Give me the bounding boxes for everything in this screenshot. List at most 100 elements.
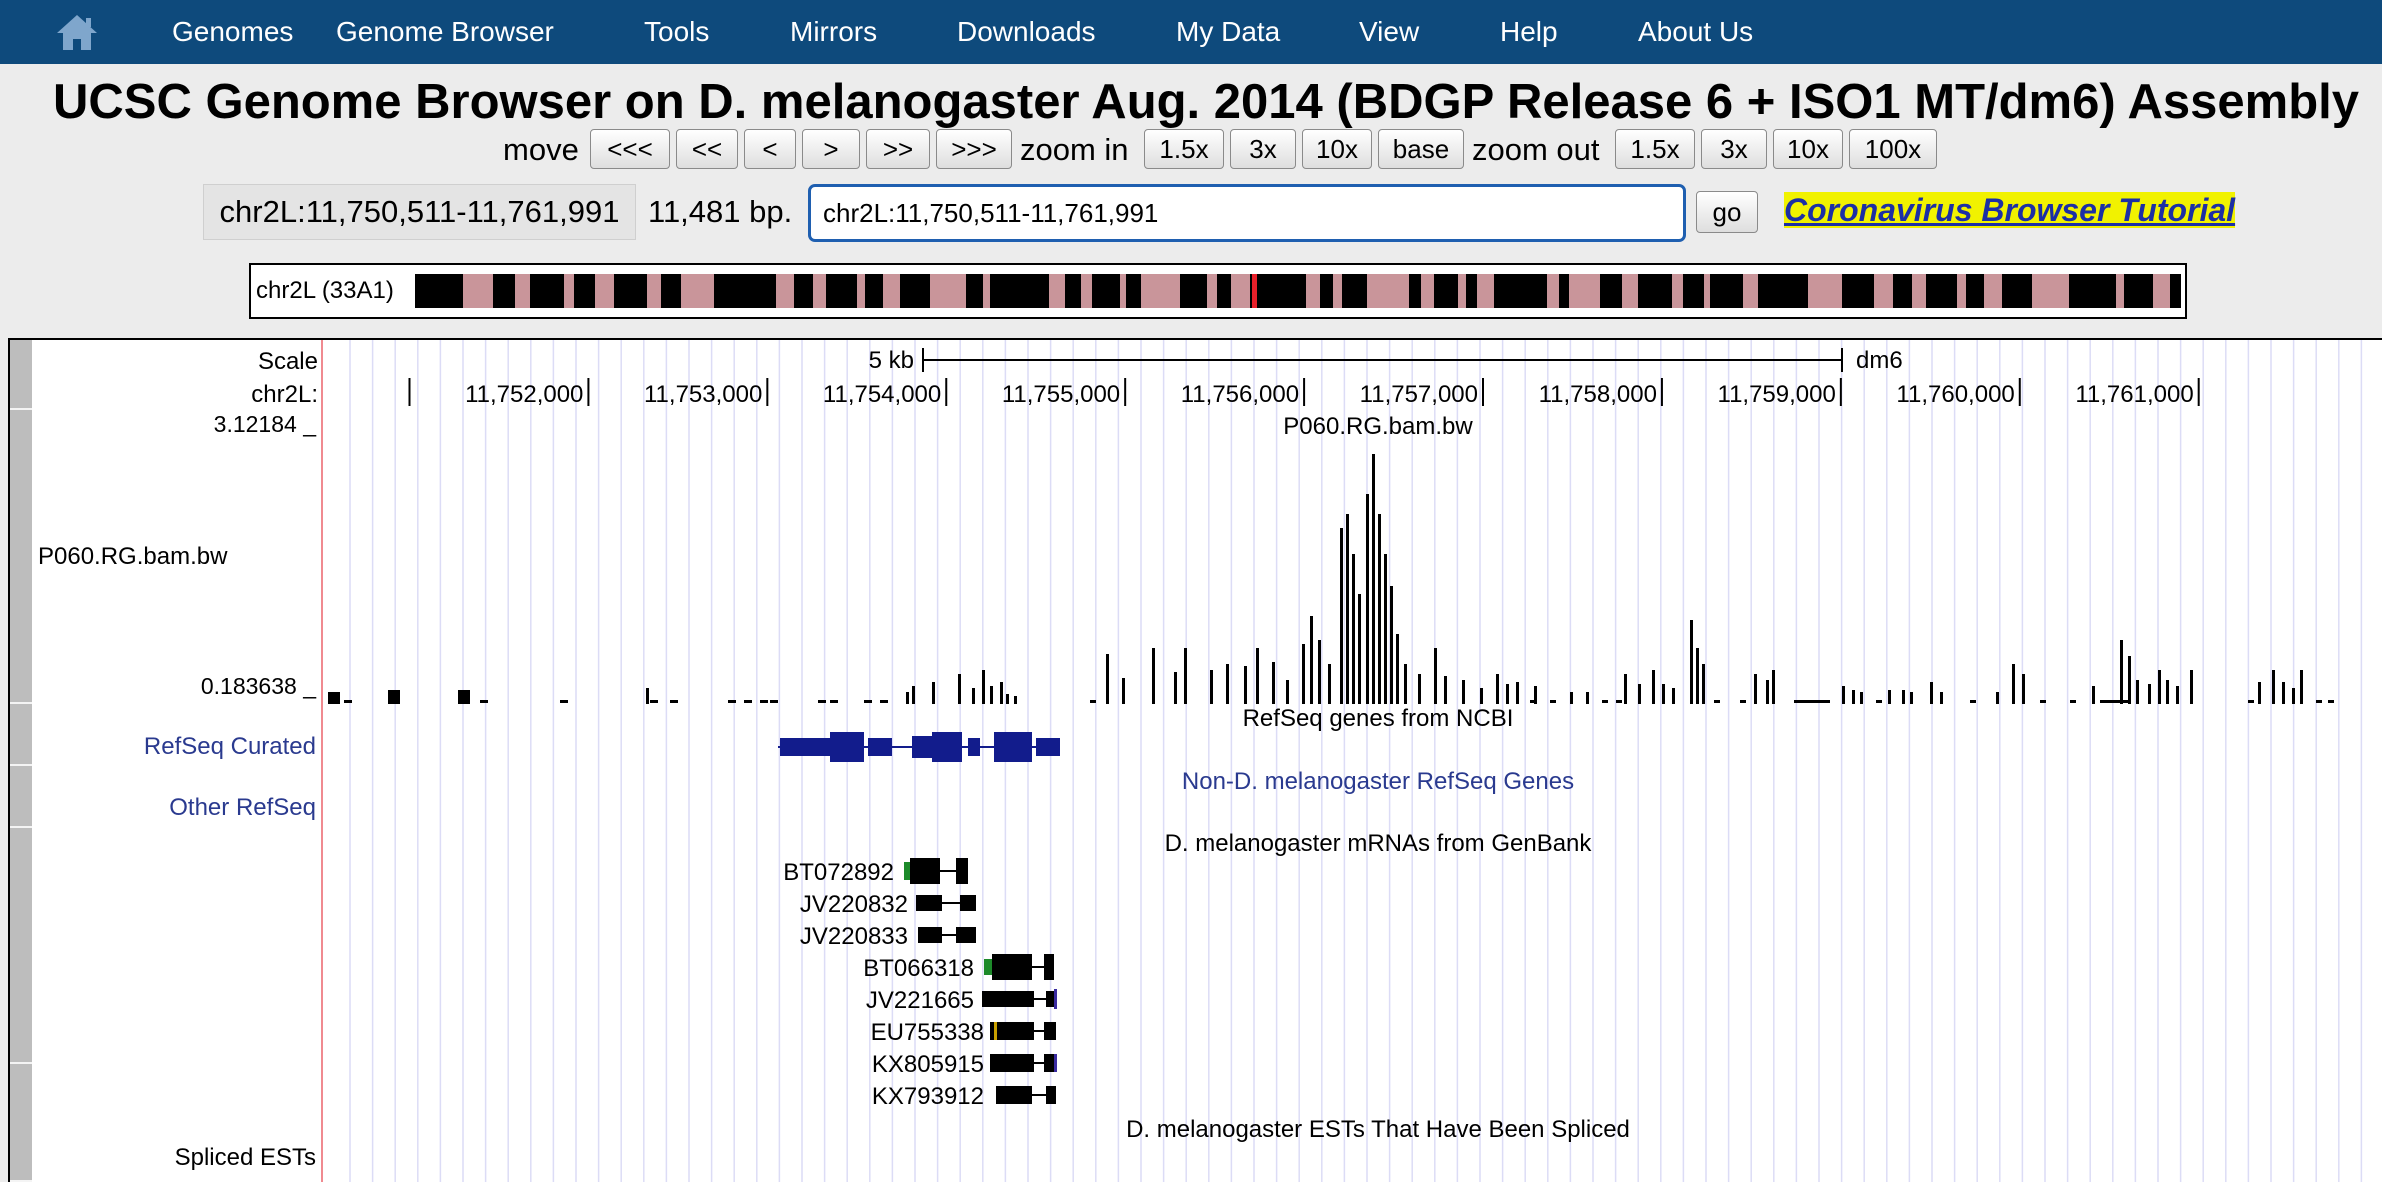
ideogram-position-marker <box>1252 274 1257 308</box>
nav-help[interactable]: Help <box>1500 16 1558 47</box>
nav-genome-browser[interactable]: Genome Browser <box>336 16 554 47</box>
position-search-input[interactable] <box>808 184 1686 242</box>
tutorial-link[interactable]: Coronavirus Browser Tutorial <box>1784 192 2236 228</box>
move-left-far-button[interactable]: <<< <box>590 129 670 169</box>
chromosome-ideogram[interactable] <box>415 274 2181 308</box>
ideogram-band <box>1306 274 1320 308</box>
home-icon[interactable] <box>54 11 100 53</box>
mrna-label: BT066318 <box>863 955 974 982</box>
nav-mirrors[interactable]: Mirrors <box>790 16 878 47</box>
move-right-button[interactable]: >> <box>866 129 930 169</box>
ruler-tick-label: 11,759,000 <box>1718 381 1836 408</box>
ideogram-band <box>1141 274 1180 308</box>
ideogram-band <box>1984 274 2002 308</box>
ideogram-band <box>595 274 614 308</box>
mrna-label: KX805915 <box>872 1051 984 1078</box>
ideogram-band <box>2032 274 2069 308</box>
ideogram-band <box>463 274 493 308</box>
nav-my-data[interactable]: My Data <box>1176 16 1281 47</box>
mrna-label: JV220833 <box>800 923 908 950</box>
ideogram-band <box>564 274 574 308</box>
ideogram-band <box>1874 274 1893 308</box>
zoom-in-10x-button[interactable]: 10x <box>1302 129 1372 169</box>
ruler-track-handle[interactable] <box>10 340 32 410</box>
ideogram-band <box>1367 274 1409 308</box>
nav-genomes[interactable]: Genomes <box>172 16 294 47</box>
top-navbar: Genomes Genome Browser Tools Mirrors Dow… <box>0 0 2382 64</box>
track-sidebar <box>10 340 32 1182</box>
ruler-tick-label: 11,760,000 <box>1896 381 2014 408</box>
tracks-image[interactable]: Scale chr2L: 5 kb dm6 11,752,000 11,753,0… <box>10 340 2382 1182</box>
move-right-far-button[interactable]: >>> <box>936 129 1012 169</box>
other-refseq-label[interactable]: Other RefSeq <box>169 794 316 821</box>
mrna-label: JV220832 <box>800 891 908 918</box>
move-left-small-button[interactable]: < <box>744 129 796 169</box>
mrna-alignment <box>904 858 968 884</box>
scale-label: Scale <box>258 348 318 375</box>
other-refseq-center-label: Non-D. melanogaster RefSeq Genes <box>1182 768 1574 795</box>
refseq-curated-handle[interactable] <box>10 704 32 766</box>
page-title: UCSC Genome Browser on D. melanogaster A… <box>53 75 2359 129</box>
ideogram-band <box>1957 274 1966 308</box>
coordinate-ruler: 11,752,000 11,753,000 11,754,000 11,755,000… <box>408 378 2200 408</box>
nav-tools[interactable]: Tools <box>644 16 710 47</box>
zoom-in-1-5x-button[interactable]: 1.5x <box>1144 129 1224 169</box>
ideogram-band <box>857 274 865 308</box>
mrna-alignment <box>918 927 976 943</box>
nav-downloads[interactable]: Downloads <box>957 16 1096 47</box>
ideogram-band <box>647 274 661 308</box>
other-refseq-handle[interactable] <box>10 766 32 828</box>
ideogram-band <box>1458 274 1466 308</box>
go-button[interactable]: go <box>1696 191 1758 233</box>
zoom-out-10x-button[interactable]: 10x <box>1773 129 1843 169</box>
zoom-out-label: zoom out <box>1472 132 1600 167</box>
nav-view[interactable]: View <box>1359 16 1420 47</box>
ideogram-band <box>1743 274 1758 308</box>
zoom-out-1-5x-button[interactable]: 1.5x <box>1615 129 1695 169</box>
scale-bar-text: 5 kb <box>869 347 914 374</box>
est-center-label: D. melanogaster ESTs That Have Been Spli… <box>1126 1116 1630 1143</box>
ruler-tick-label: 11,756,000 <box>1181 381 1299 408</box>
ideogram-band <box>1421 274 1434 308</box>
signal-max-label: 3.12184 _ <box>214 411 318 437</box>
ideogram-band <box>515 274 530 308</box>
refseq-gene-model[interactable] <box>778 732 1060 762</box>
signal-track-handle[interactable] <box>10 410 32 704</box>
ruler-tick-label: 11,758,000 <box>1539 381 1657 408</box>
ideogram-band <box>1120 274 1126 308</box>
mrna-alignment <box>996 1086 1056 1104</box>
zoom-out-100x-button[interactable]: 100x <box>1849 129 1937 169</box>
mrna-alignment <box>990 1022 1056 1040</box>
mrna-alignment <box>982 989 1057 1009</box>
est-track-label[interactable]: Spliced ESTs <box>175 1144 316 1171</box>
track-panel: Scale chr2L: 5 kb dm6 11,752,000 11,753,0… <box>8 338 2382 1182</box>
mrna-alignments[interactable] <box>904 858 1057 1104</box>
mrna-alignment <box>984 954 1054 980</box>
mrna-label: BT072892 <box>783 859 894 886</box>
refseq-curated-label[interactable]: RefSeq Curated <box>144 733 316 760</box>
ruler-tick-label: 11,753,000 <box>644 381 762 408</box>
ideogram-band <box>776 274 794 308</box>
move-left-button[interactable]: << <box>676 129 738 169</box>
ideogram-band <box>1333 274 1342 308</box>
nav-about-us[interactable]: About Us <box>1638 16 1754 47</box>
mrna-center-label: D. melanogaster mRNAs from GenBank <box>1165 830 1593 857</box>
ideogram-band <box>1477 274 1494 308</box>
zoom-base-button[interactable]: base <box>1378 129 1464 169</box>
ideogram-band <box>2153 274 2170 308</box>
ruler-tick-label: 11,755,000 <box>1002 381 1120 408</box>
ideogram-band <box>1704 274 1710 308</box>
mrna-track-handle[interactable] <box>10 828 32 1064</box>
ideogram-band <box>1207 274 1217 308</box>
zoom-out-3x-button[interactable]: 3x <box>1701 129 1767 169</box>
region-size: 11,481 bp. <box>648 194 793 229</box>
mrna-alignment <box>916 895 976 911</box>
ideogram-band <box>1622 274 1638 308</box>
zoom-in-3x-button[interactable]: 3x <box>1230 129 1296 169</box>
move-right-small-button[interactable]: > <box>802 129 860 169</box>
move-label: move <box>503 132 579 167</box>
signal-wiggle <box>328 454 2334 704</box>
position-display: chr2L:11,750,511-11,761,991 <box>203 184 636 240</box>
guide-lines <box>349 340 2363 1182</box>
mrna-label: EU755338 <box>871 1019 984 1046</box>
